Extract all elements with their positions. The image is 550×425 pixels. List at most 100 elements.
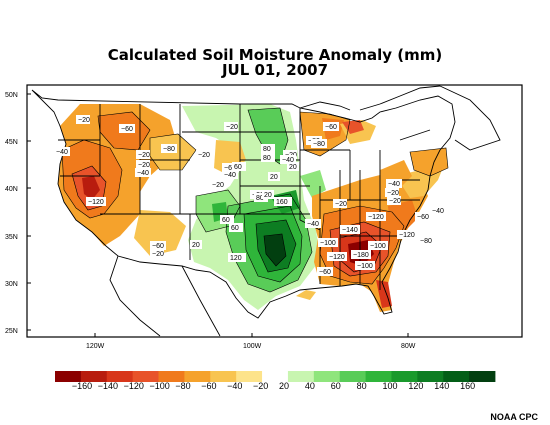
- contour-label: −40: [305, 219, 321, 228]
- contour-label: −20: [150, 249, 164, 258]
- contour-label: −60: [323, 122, 339, 131]
- colorbar-swatch: [287, 371, 315, 382]
- contour-label: −40: [222, 170, 238, 179]
- colorbar-swatch: [443, 371, 470, 382]
- colorbar: [55, 371, 496, 382]
- contour-label: −100: [355, 261, 375, 270]
- contour-label: −60: [317, 267, 333, 276]
- svg-text:−20: −20: [387, 190, 399, 197]
- svg-text:−40: −40: [137, 170, 149, 177]
- colorbar-label: −140: [97, 381, 119, 391]
- colorbar-label: 100: [382, 381, 398, 391]
- contour-label: −80: [418, 236, 434, 245]
- contour-label: −20: [76, 115, 90, 124]
- svg-text:−20: −20: [78, 117, 90, 124]
- anomaly-field: [27, 85, 522, 337]
- svg-text:−20: −20: [226, 124, 238, 131]
- contour-label: 20: [268, 172, 280, 181]
- svg-text:−20: −20: [138, 152, 150, 159]
- contour-label: 120: [228, 253, 246, 262]
- svg-text:−20: −20: [198, 152, 210, 159]
- svg-text:−180: −180: [353, 252, 369, 259]
- contour-label: −20: [387, 196, 401, 205]
- contour-label: −20: [210, 180, 224, 189]
- contour-label: −60: [150, 241, 166, 250]
- svg-text:−80: −80: [420, 238, 432, 245]
- svg-text:−40: −40: [282, 157, 294, 164]
- contour-label: 20: [287, 162, 299, 171]
- us-outline: [31, 89, 456, 319]
- svg-text:−120: −120: [329, 254, 345, 261]
- contour-label: −100: [318, 238, 338, 247]
- colorbar-label: −60: [201, 381, 217, 391]
- svg-text:−120: −120: [368, 214, 384, 221]
- colorbar-swatch: [236, 371, 263, 382]
- svg-text:−20: −20: [138, 162, 150, 169]
- colorbar-label: −160: [71, 381, 93, 391]
- colorbar-label: 140: [434, 381, 450, 391]
- contour-label: −120: [327, 252, 347, 261]
- colorbar-swatch: [469, 371, 496, 382]
- contour-label: −80: [161, 144, 177, 153]
- colorbar-label: 40: [304, 381, 315, 391]
- svg-text:80: 80: [263, 155, 271, 162]
- axis-labels: 50N 45N 40N 35N 30N 25N 120W 100W 80W: [5, 92, 416, 350]
- svg-text:−100: −100: [370, 243, 386, 250]
- colorbar-label: 20: [278, 381, 289, 391]
- colorbar-label: −120: [123, 381, 144, 391]
- svg-text:20: 20: [270, 174, 278, 181]
- lat-label: 30N: [5, 281, 18, 288]
- colorbar-swatch: [132, 371, 159, 382]
- contour-label: −60: [222, 163, 238, 172]
- colorbar-swatch: [391, 371, 418, 382]
- colorbar-swatch: [184, 371, 211, 382]
- lat-label: 50N: [5, 92, 18, 99]
- contour-label: 60: [229, 223, 243, 232]
- colorbar-swatch: [262, 371, 289, 382]
- map-date: JUL 01, 2007: [221, 61, 329, 79]
- svg-text:−120: −120: [399, 232, 415, 239]
- svg-text:160: 160: [276, 199, 288, 206]
- map-title: Calculated Soil Moisture Anomaly (mm): [107, 46, 443, 64]
- svg-text:−140: −140: [342, 227, 358, 234]
- contour-label: −20: [136, 160, 150, 169]
- canada-border-lakes: [299, 85, 441, 111]
- svg-text:−40: −40: [307, 221, 319, 228]
- colorbar-swatch: [417, 371, 444, 382]
- svg-text:−60: −60: [224, 165, 236, 172]
- colorbar-label: 80: [356, 381, 367, 391]
- lon-label: 120W: [86, 343, 105, 350]
- svg-text:20: 20: [264, 192, 272, 199]
- contour-label: −120: [366, 212, 386, 221]
- contour-label: −20: [385, 188, 399, 197]
- svg-text:−60: −60: [417, 214, 429, 221]
- svg-text:60: 60: [222, 217, 230, 224]
- svg-text:−40: −40: [224, 172, 236, 179]
- contour-label: −120: [397, 230, 417, 239]
- contour-label: −40: [386, 179, 402, 188]
- svg-text:120: 120: [230, 255, 242, 262]
- svg-text:−20: −20: [152, 251, 164, 258]
- svg-text:−80: −80: [313, 141, 325, 148]
- axis-ticks: [27, 93, 409, 337]
- colorbar-label: −100: [149, 381, 170, 391]
- contour-label: −60: [119, 124, 135, 133]
- lat-label: 25N: [5, 328, 18, 335]
- svg-text:60: 60: [231, 225, 239, 232]
- contour-label: −140: [340, 225, 360, 234]
- lat-label: 35N: [5, 234, 18, 241]
- contour-label: −40: [54, 147, 70, 156]
- svg-text:−60: −60: [325, 124, 337, 131]
- svg-text:−80: −80: [163, 146, 175, 153]
- lat-label: 40N: [5, 186, 18, 193]
- contour-label: 160: [274, 197, 292, 206]
- contour-label: 20: [190, 240, 202, 249]
- contour-label: −40: [280, 155, 296, 164]
- colorbar-swatch: [80, 371, 108, 382]
- contour-label: −20: [196, 150, 210, 159]
- svg-text:80: 80: [256, 195, 264, 202]
- contour-label: −180: [351, 250, 371, 259]
- credit-text: NOAA CPC: [490, 412, 538, 422]
- contour-label: 60: [220, 215, 234, 224]
